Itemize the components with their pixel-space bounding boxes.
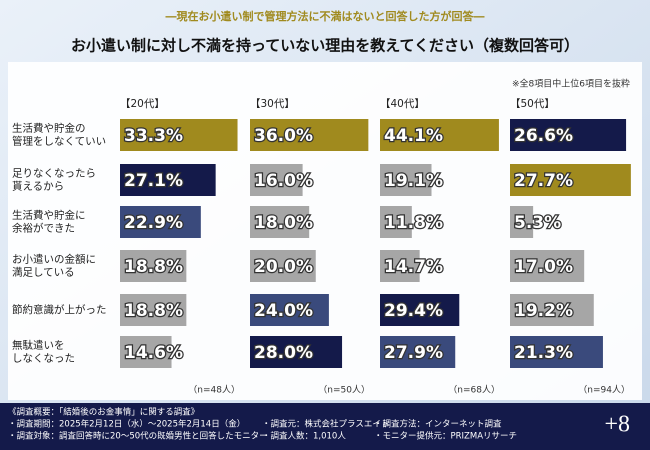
value-label: 44.1% [384, 126, 443, 146]
bar [250, 250, 316, 282]
header: ―現在お小遣い制で管理方法に不満はないと回答した方が回答― [166, 9, 485, 23]
footer-bg [0, 403, 650, 450]
bar [380, 164, 432, 196]
value-label: 16.0% [254, 171, 313, 191]
n-label: （n=68人） [448, 385, 500, 396]
bar [510, 119, 627, 151]
value-label: 17.0% [514, 257, 573, 277]
footer-text: 《調査概要：「結婚後のお金事情」に関する調査》 [8, 407, 199, 418]
bar [250, 206, 310, 238]
category-label: お小遣いの金額に [12, 253, 96, 266]
value-label: 27.1% [124, 171, 183, 191]
bar [120, 164, 216, 196]
bar [250, 164, 303, 196]
value-label: 36.0% [254, 126, 313, 146]
category-label: 貰えるから [12, 180, 64, 193]
bar [380, 294, 460, 326]
value-label: 18.8% [124, 301, 183, 321]
value-label: 26.6% [514, 126, 573, 146]
value-label: 29.4% [384, 301, 443, 321]
value-label: 27.9% [384, 343, 443, 363]
bar [510, 206, 534, 238]
n-label: （n=50人） [318, 385, 370, 396]
n-label: （n=48人） [188, 385, 240, 396]
value-label: 18.8% [124, 257, 183, 277]
bar [120, 336, 172, 368]
bar [250, 119, 369, 151]
bar [380, 119, 499, 151]
series-name: 【40代】 [380, 98, 425, 110]
value-label: 19.1% [384, 171, 443, 191]
category-label: 節約意識が上がった [12, 303, 107, 316]
footer-text: ・調査対象：調査回答時に20〜50代の既婚男性と回答したモニター [8, 431, 268, 442]
value-label: 22.9% [124, 213, 183, 233]
series-name: 【30代】 [250, 98, 295, 110]
category-label: 管理をしなくていい [12, 135, 106, 148]
footer-text: ・モニター提供元：PRIZMAリサーチ [374, 431, 517, 442]
bar [510, 336, 603, 368]
value-label: 33.3% [124, 126, 183, 146]
value-label: 5.3% [514, 213, 561, 233]
bar [510, 294, 594, 326]
series-name: 【20代】 [120, 98, 165, 110]
category-label: 足りなくなったら [12, 168, 96, 180]
value-label: 21.3% [514, 343, 573, 363]
value-label: 28.0% [254, 343, 313, 363]
footer-text: ・調査元：株式会社プラスエイト [262, 419, 389, 430]
value-label: 24.0% [254, 301, 313, 321]
footer-text: ・調査人数：1,010人 [262, 431, 346, 442]
category-label: 満足している [12, 267, 75, 279]
value-label: 14.6% [124, 343, 183, 363]
bar [120, 294, 187, 326]
category-label: しなくなった [12, 353, 75, 365]
value-label: 18.0% [254, 213, 313, 233]
value-label: 20.0% [254, 257, 313, 277]
n-label: （n=94人） [578, 385, 630, 396]
chart-title: お小遣い制に対し不満を持っていない理由を教えてください（複数回答可） [71, 37, 579, 55]
bar [250, 294, 329, 326]
value-label: 27.7% [514, 171, 573, 191]
bar [380, 336, 456, 368]
value-label: 19.2% [514, 301, 573, 321]
bar [250, 336, 343, 368]
bar [380, 250, 420, 282]
logo: +8 [604, 412, 630, 438]
category-label: 生活費や貯金の [12, 122, 86, 135]
bar [510, 164, 631, 196]
note: ※全8項目中上位6項目を抜粋 [512, 78, 630, 90]
bar [120, 206, 201, 238]
series-name: 【50代】 [510, 98, 555, 110]
value-label: 11.8% [384, 213, 443, 233]
category-label: 余裕ができた [12, 222, 75, 235]
bar [120, 119, 238, 151]
bar [380, 206, 412, 238]
value-label: 14.7% [384, 257, 443, 277]
bar [120, 250, 187, 282]
footer-text: ・調査方法：インターネット調査 [374, 419, 502, 430]
bar [510, 250, 585, 282]
category-label: 無駄遣いを [12, 339, 65, 352]
footer-text: ・調査期間：2025年2月12日（水）～2025年2月14日（金） [8, 419, 245, 430]
category-label: 生活費や貯金に [12, 209, 86, 222]
